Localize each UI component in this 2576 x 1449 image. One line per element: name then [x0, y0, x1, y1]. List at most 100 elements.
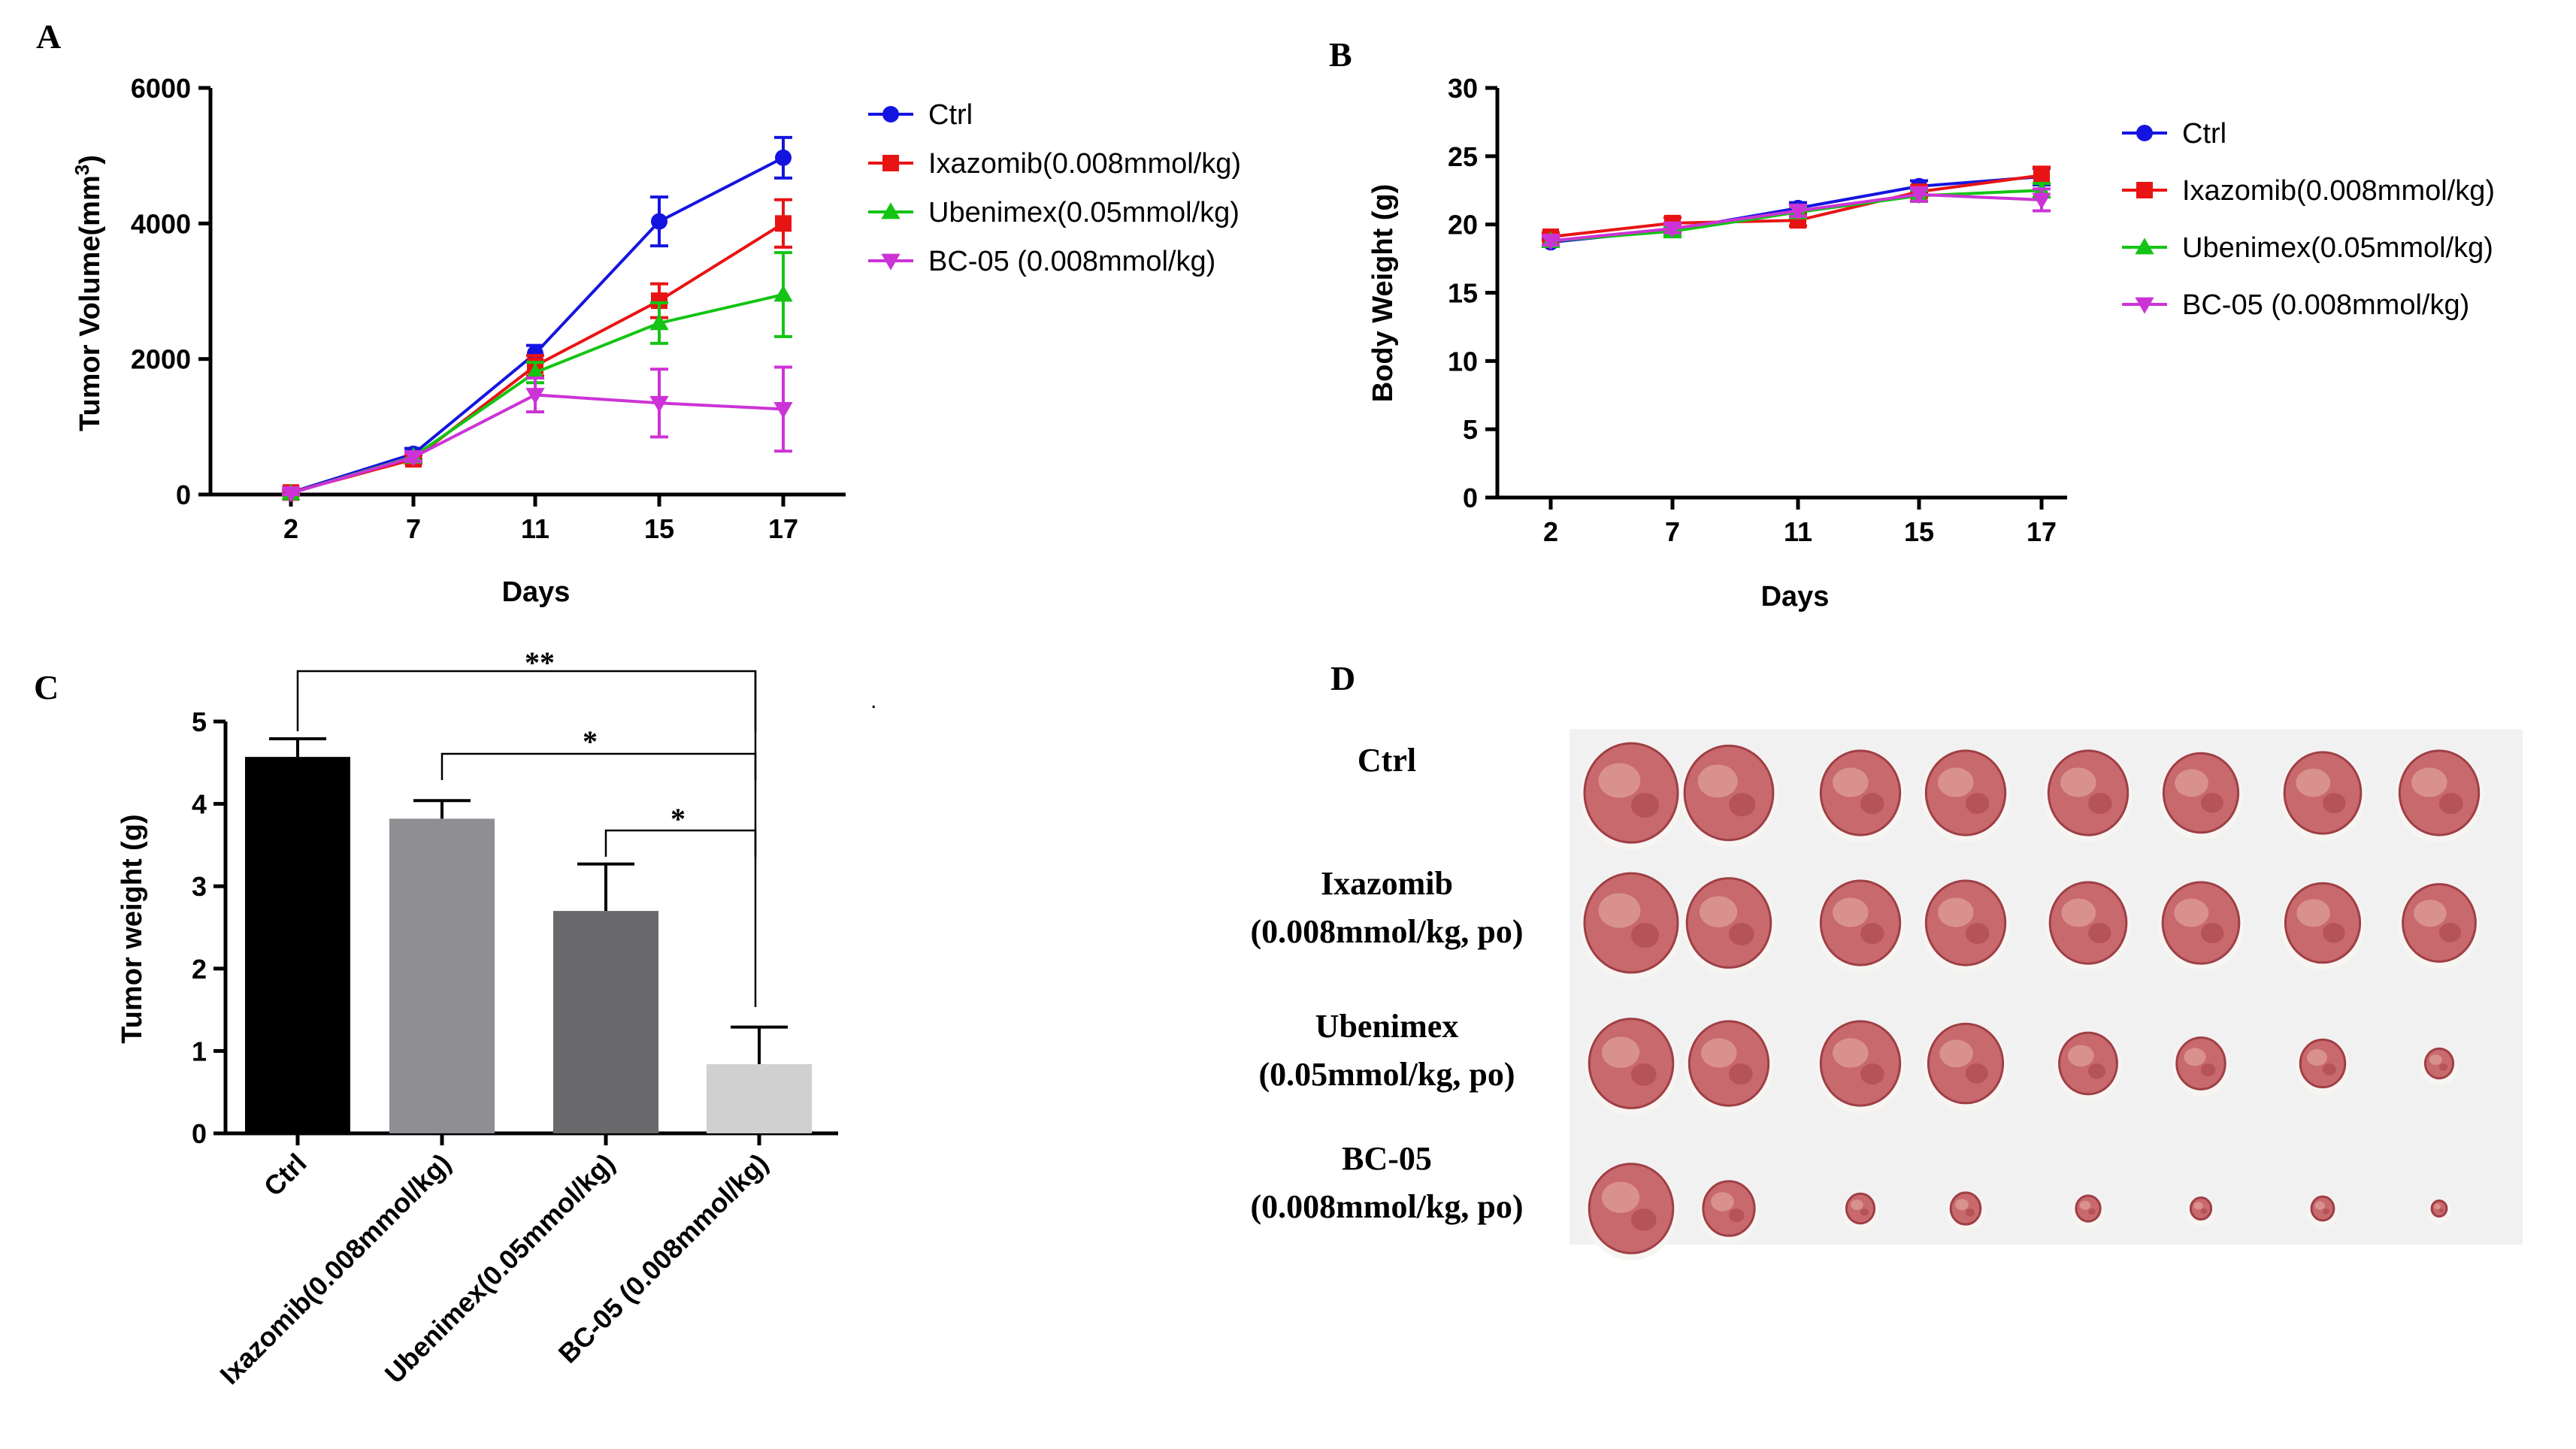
tumor-shade: [1631, 793, 1660, 818]
chart-b-legend-marker: [2136, 125, 2153, 141]
chart-c-ytick-label: 3: [192, 871, 207, 902]
tumor-shade: [1860, 1209, 1869, 1216]
tumor-shade: [1966, 923, 1990, 945]
chart-a-point: [775, 215, 792, 232]
chart-b-legend-label: BC-05 (0.008mmol/kg): [2182, 289, 2469, 321]
chart-a-ytick-label: 6000: [131, 73, 191, 104]
chart-b-xtick-label: 11: [1784, 516, 1812, 547]
tumor-highlight: [2175, 769, 2208, 797]
chart-c-significance-label: **: [525, 646, 555, 679]
tumor-shade: [2323, 1209, 2329, 1215]
tumor-shade: [2088, 1209, 2096, 1215]
chart-a-xtick-label: 11: [521, 513, 549, 544]
chart-c-significance-label: *: [583, 724, 598, 758]
tumor-highlight: [1833, 897, 1869, 927]
tumor-shade: [2323, 1063, 2336, 1075]
chart-a-xlabel: Days: [502, 576, 571, 608]
chart-c-significance-bracket: [296, 670, 757, 731]
chart-a-legend-label: Ubenimex(0.05mmol/kg): [928, 197, 1240, 228]
tumor-shade: [2323, 923, 2345, 943]
tumor-highlight: [1601, 1036, 1640, 1068]
chart-a-legend-label: BC-05 (0.008mmol/kg): [928, 246, 1215, 277]
chart-b-ytick-label: 30: [1448, 73, 1478, 104]
tumor-shade: [1860, 1063, 1884, 1085]
chart-b-xtick-label: 2: [1543, 516, 1558, 547]
chart-a-point: [651, 292, 667, 310]
chart-b-point: [2033, 167, 2050, 184]
chart-a-point: [649, 313, 669, 331]
chart-a-ylabel: Tumor Volume(mm3): [71, 155, 106, 431]
chart-c-ytick-label: 4: [192, 789, 207, 820]
tumor-shade: [2201, 793, 2223, 813]
chart-b-xtick-label: 15: [1904, 516, 1934, 547]
chart-b-point: [1788, 204, 1808, 221]
tumor-shade: [2201, 923, 2224, 944]
chart-a-legend-label: Ctrl: [928, 99, 973, 131]
tumor-shade: [1631, 1063, 1657, 1086]
chart-a-series-2: [281, 251, 793, 501]
chart-c-ytick-label: 0: [192, 1118, 207, 1149]
tumor-highlight: [1601, 1181, 1640, 1213]
tumor-highlight: [2079, 1200, 2091, 1210]
tumor-row-label-3: (0.008mmol/kg, po): [1251, 1188, 1524, 1225]
chart-b-legend-marker: [2135, 237, 2154, 255]
tumor-row-label-2: Ubenimex: [1315, 1008, 1459, 1045]
tumor-highlight: [1833, 767, 1869, 797]
tumor-highlight: [2068, 1045, 2094, 1067]
tumor-row-label-1: (0.008mmol/kg, po): [1251, 913, 1524, 950]
tumor-highlight: [1598, 893, 1641, 928]
tumor-highlight: [1850, 1199, 1863, 1210]
chart-b-legend-label: Ctrl: [2182, 118, 2226, 150]
chart-b-legend-label: Ixazomib(0.008mmol/kg): [2182, 175, 2495, 207]
tumor-shade: [2439, 1209, 2444, 1213]
tumor-highlight: [1939, 1039, 1973, 1068]
chart-a-xtick-label: 7: [406, 513, 421, 544]
tumor-shade: [2439, 793, 2463, 815]
tumor-row-label-0: Ctrl: [1358, 742, 1416, 779]
chart-a-point: [651, 213, 667, 230]
tumor-shade: [2439, 923, 2462, 942]
tumor-shade: [2323, 793, 2346, 814]
chart-b-ytick-label: 0: [1463, 482, 1478, 513]
chart-b-ytick-label: 10: [1448, 346, 1478, 377]
chart-c-bar: [707, 1063, 812, 1133]
chart-b-legend: Ctrl Ixazomib(0.008mmol/kg) Ubenimex(0.05m…: [2122, 118, 2495, 321]
chart-a-legend-marker: [881, 202, 901, 219]
chart-b-point: [1663, 221, 1682, 238]
chart-a-ytick-label: 0: [176, 479, 191, 510]
chart-a-point: [525, 363, 545, 380]
chart-b-series-3: [1541, 186, 2051, 251]
tumor-photo-panel: Ctrl Ixazomib (0.008mmol/kg, po) Ubenimex (0…: [1251, 729, 2523, 1261]
tumor-shade: [1729, 1063, 1753, 1085]
chart-a-legend-label: Ixazomib(0.008mmol/kg): [928, 148, 1241, 180]
tumor-shade: [2201, 1063, 2216, 1077]
tumor-highlight: [2296, 768, 2331, 797]
tumor-row-label-3: BC-05: [1342, 1140, 1432, 1177]
chart-c-tumor-weight: 012345CtrlIxazomib(0.008mmol/kg)Ubenimex…: [117, 646, 838, 1390]
tumor-highlight: [1955, 1199, 1969, 1211]
tumor-highlight: [2307, 1048, 2327, 1066]
chart-a-point: [404, 450, 423, 467]
tumor-highlight: [2414, 900, 2447, 927]
chart-b-point: [2032, 192, 2051, 210]
tumor-highlight: [1938, 897, 1974, 927]
tumor-highlight: [1699, 896, 1738, 927]
tumor-highlight: [1711, 1192, 1734, 1212]
chart-a-xtick-label: 15: [644, 513, 674, 544]
tumor-highlight: [1833, 1038, 1869, 1068]
chart-a-xtick-label: 2: [283, 513, 298, 544]
tumor-highlight: [1598, 763, 1641, 798]
tumor-highlight: [2296, 899, 2330, 927]
tumor-row-label-2: (0.05mmol/kg, po): [1259, 1056, 1515, 1093]
tumor-highlight: [2174, 898, 2209, 927]
tumor-shade: [1966, 1209, 1975, 1217]
tumor-shade: [1860, 923, 1884, 945]
chart-a-series-0: [282, 135, 792, 501]
chart-b-ytick-label: 15: [1448, 278, 1478, 309]
chart-b-point: [1541, 234, 1560, 251]
tumor-shade: [2088, 793, 2112, 815]
chart-c-significance-bracket: [440, 752, 757, 780]
chart-b-body-weight: 0 5 10 15 20 25 30 2 7 11 15 17 Days Body Weight (g…: [1367, 73, 2495, 613]
tumor-shade: [2088, 923, 2111, 944]
chart-a-series-line: [290, 156, 784, 495]
